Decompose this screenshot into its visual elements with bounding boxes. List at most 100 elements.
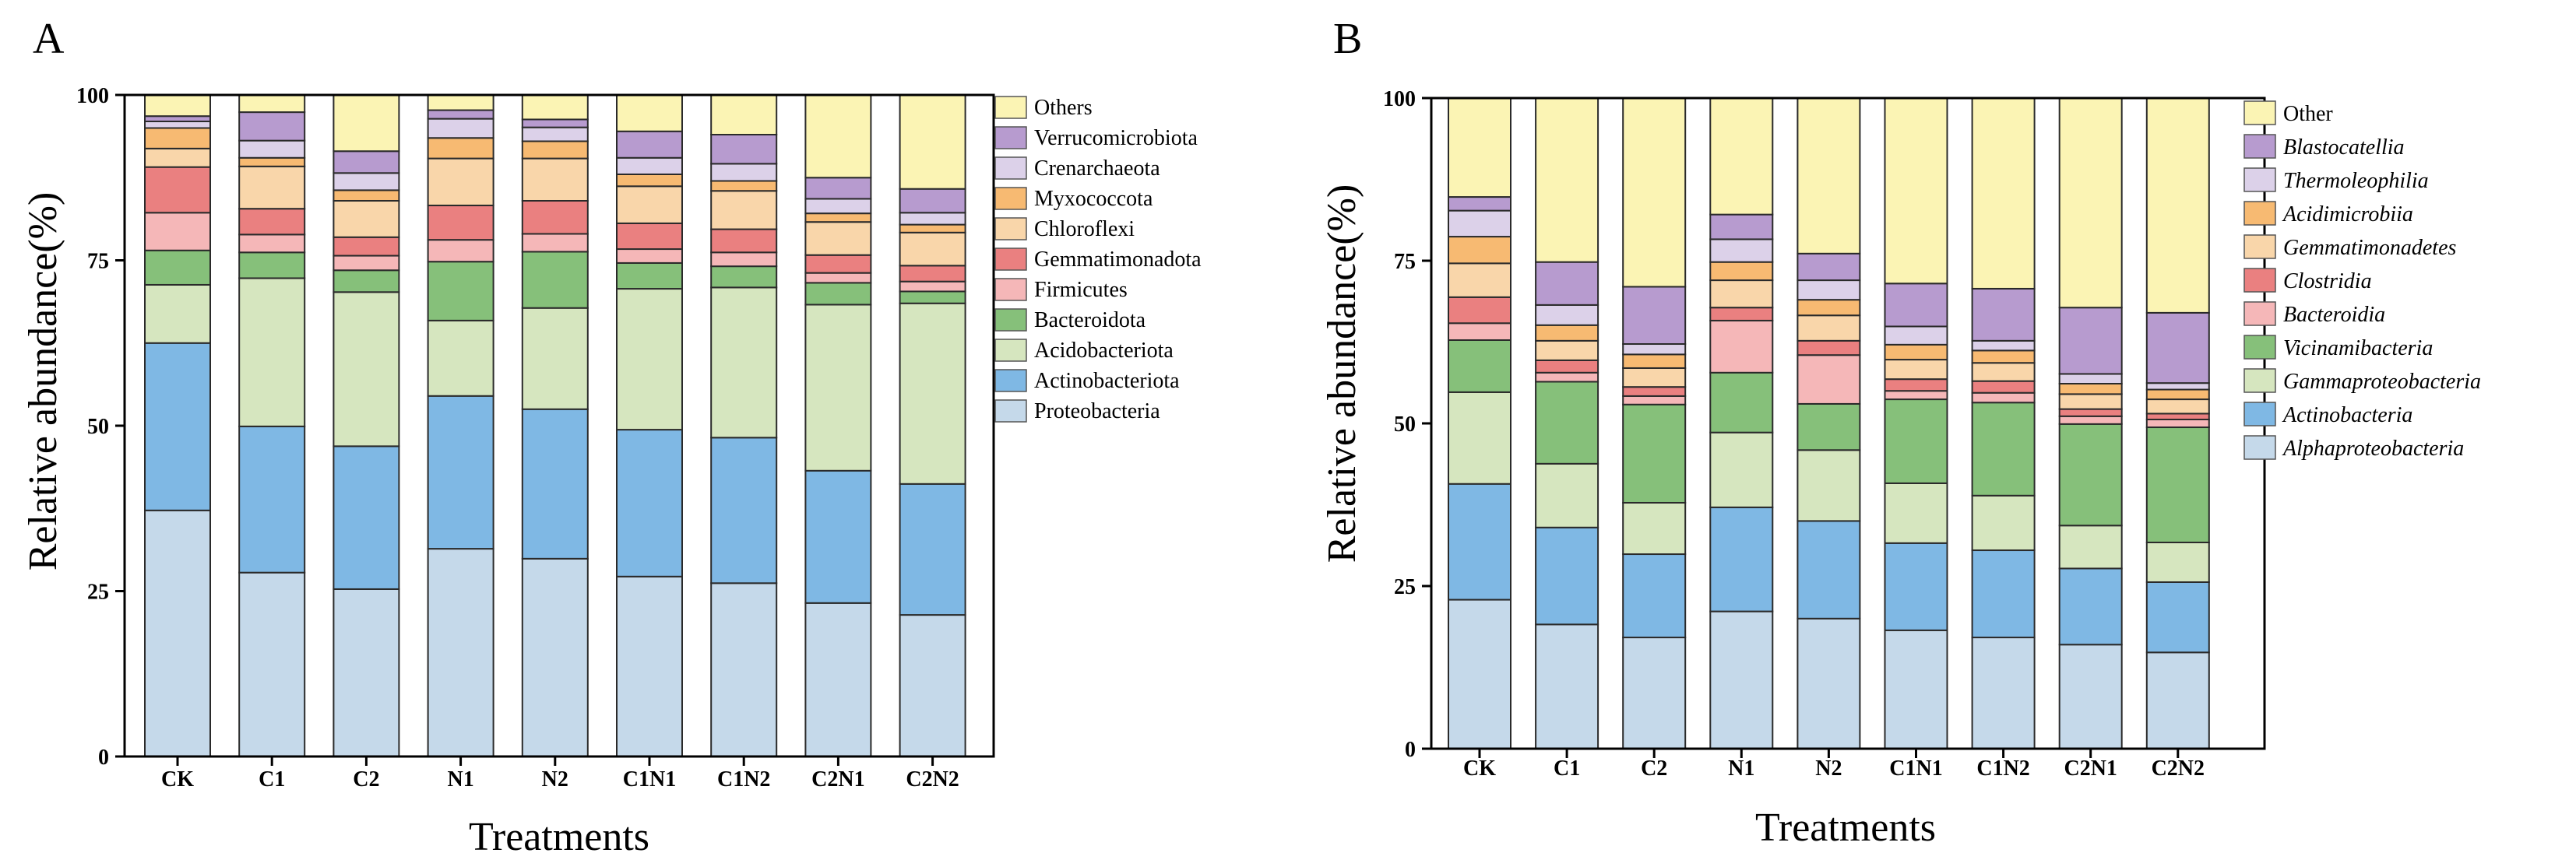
legend-label-clostridia: Clostridia bbox=[2283, 269, 2372, 293]
bar-segment-c2n2-gemmatimonadetes bbox=[2145, 398, 2210, 415]
legend-label-crenarchaeota: Crenarchaeota bbox=[1034, 156, 1160, 181]
bar-segment-ck-acidimicrobiia bbox=[1448, 236, 1511, 265]
bar-segment-c2-others bbox=[333, 94, 400, 153]
bar-segment-c2-acidobacteriota bbox=[333, 291, 400, 448]
bar-segment-c1-clostridia bbox=[1535, 359, 1599, 374]
bar-segment-c1n1-gemmatimonadota bbox=[616, 222, 683, 251]
bar-segment-c2-actinobacteriota bbox=[333, 445, 400, 590]
bar-segment-c1n2-acidobacteriota bbox=[710, 286, 778, 439]
legend-label-proteobacteria: Proteobacteria bbox=[1034, 399, 1160, 423]
bar-segment-c1-proteobacteria bbox=[238, 571, 306, 758]
bar-segment-c1n1-chloroflexi bbox=[616, 185, 683, 224]
bar-segment-c1n2-crenarchaeota bbox=[710, 163, 778, 182]
legend-swatch-bacteroidia bbox=[2243, 301, 2276, 326]
bar-segment-c2n1-acidimicrobiia bbox=[2058, 383, 2123, 395]
legend-label-bacteroidota: Bacteroidota bbox=[1034, 308, 1146, 332]
bar-segment-c1n2-myxococcota bbox=[710, 180, 778, 192]
bar-segment-n1-clostridia bbox=[1709, 307, 1774, 321]
legend-swatch-actinobacteria bbox=[2243, 402, 2276, 426]
bar-segment-c2-firmicutes bbox=[333, 254, 400, 272]
bar-segment-c1n1-vicinamibacteria bbox=[1884, 398, 1948, 484]
bar-segment-ck-actinobacteriota bbox=[144, 342, 211, 511]
x-tick-label: N1 bbox=[447, 767, 473, 792]
x-axis-title-a: Treatments bbox=[469, 815, 649, 859]
y-tick-label: 0 bbox=[98, 746, 109, 770]
bar-segment-c1n1-actinobacteria bbox=[1884, 542, 1948, 631]
bar-segment-n2-bacteroidota bbox=[521, 251, 589, 309]
legend-label-vicinamibacteria: Vicinamibacteria bbox=[2283, 336, 2433, 360]
bar-segment-c2-actinobacteria bbox=[1622, 553, 1687, 639]
bar-segment-c2n1-myxococcota bbox=[804, 212, 872, 223]
x-tick-label: N1 bbox=[1728, 756, 1754, 781]
bar-segment-n2-acidobacteriota bbox=[521, 307, 589, 410]
bar-segment-c2n2-firmicutes bbox=[899, 280, 966, 293]
bar-segment-c2n2-thermoleophilia bbox=[2145, 382, 2210, 391]
bar-segment-c1-alphaproteobacteria bbox=[1535, 623, 1599, 749]
legend-swatch-alphaproteobacteria bbox=[2243, 435, 2276, 460]
bar-segment-c1n1-gammaproteobacteria bbox=[1884, 482, 1948, 544]
bar-segment-c2n1-gemmatimonadetes bbox=[2058, 393, 2123, 410]
panel-a: A Relative abundance(%) Treatments CK C1 C… bbox=[21, 15, 1202, 859]
legend-label-other: Other bbox=[2283, 102, 2333, 126]
legend-swatch-bacteroidota bbox=[994, 308, 1027, 332]
legend-swatch-firmicutes bbox=[994, 278, 1027, 301]
x-tick-label: CK bbox=[1463, 756, 1496, 781]
bar-segment-c1-myxococcota bbox=[238, 156, 306, 167]
bar-segment-c2n1-proteobacteria bbox=[804, 602, 872, 757]
bar-segment-c1-gemmatimonadetes bbox=[1535, 339, 1599, 361]
bar-segment-n2-others bbox=[521, 94, 589, 121]
bar-segment-n1-proteobacteria bbox=[427, 548, 494, 757]
legend-swatch-actinobacteriota bbox=[994, 369, 1027, 392]
bar-segment-n2-actinobacteria bbox=[1797, 520, 1861, 620]
legend-swatch-acidimicrobiia bbox=[2243, 201, 2276, 226]
bar-segment-c1n2-blastocatellia bbox=[1971, 287, 2036, 342]
bar-segment-c1n1-clostridia bbox=[1884, 378, 1948, 392]
y-tick-label: 25 bbox=[1394, 575, 1416, 599]
bar-segment-c1n2-acidimicrobiia bbox=[1971, 349, 2036, 364]
bar-segment-ck-gemmatimonadota bbox=[144, 166, 211, 214]
bar-segment-n1-vicinamibacteria bbox=[1709, 371, 1774, 434]
bar-segment-c1n2-vicinamibacteria bbox=[1971, 402, 2036, 497]
bar-segment-c1-gammaproteobacteria bbox=[1535, 462, 1599, 528]
bar-segment-c2n1-blastocatellia bbox=[2058, 307, 2123, 375]
bar-segment-c1n1-actinobacteriota bbox=[616, 429, 683, 577]
legend-a: Others Verrucomicrobiota Crenarchaeota Myxo… bbox=[994, 96, 1202, 423]
bar-segment-n1-chloroflexi bbox=[427, 157, 494, 206]
bar-segment-c1-verrucomicrobiota bbox=[238, 111, 306, 142]
bar-segment-n2-clostridia bbox=[1797, 339, 1861, 356]
bar-segment-c1n2-actinobacteria bbox=[1971, 549, 2036, 639]
bar-segment-n2-actinobacteriota bbox=[521, 408, 589, 560]
bar-segment-n1-myxococcota bbox=[427, 137, 494, 160]
bar-segment-ck-actinobacteria bbox=[1448, 483, 1511, 601]
bar-segment-c2-bacteroidota bbox=[333, 269, 400, 293]
bar-segment-c2n2-bacteroidia bbox=[2145, 418, 2210, 429]
bar-segment-c1n2-verrucomicrobiota bbox=[710, 134, 778, 165]
x-tick-label: CK bbox=[161, 767, 194, 792]
bar-segment-c2n1-actinobacteriota bbox=[804, 469, 872, 604]
bar-segment-c2-clostridia bbox=[1622, 386, 1687, 397]
bar-segment-c2-verrucomicrobiota bbox=[333, 150, 400, 174]
legend-label-alphaproteobacteria: Alphaproteobacteria bbox=[2282, 437, 2464, 461]
bar-segment-n2-alphaproteobacteria bbox=[1797, 617, 1861, 749]
y-tick-label: 0 bbox=[1405, 738, 1416, 762]
x-axis-title-b: Treatments bbox=[1755, 806, 1936, 850]
bar-segment-n2-gammaproteobacteria bbox=[1797, 449, 1861, 522]
bar-segment-c2n1-clostridia bbox=[2058, 408, 2123, 417]
bar-segment-c2n1-actinobacteria bbox=[2058, 567, 2123, 646]
bar-segment-n2-proteobacteria bbox=[521, 557, 589, 757]
legend-b: Other Blastocatellia Thermoleophilia Acidim… bbox=[2243, 100, 2481, 461]
legend-label-gemmatimonadetes: Gemmatimonadetes bbox=[2283, 236, 2457, 260]
y-tick-label: 75 bbox=[1394, 250, 1416, 274]
bar-segment-c1n2-chloroflexi bbox=[710, 190, 778, 230]
bar-segment-c1n1-others bbox=[616, 94, 683, 132]
legend-label-verrucomicrobiota: Verrucomicrobiota bbox=[1034, 126, 1198, 150]
bar-segment-ck-thermoleophilia bbox=[1448, 209, 1511, 238]
legend-label-firmicutes: Firmicutes bbox=[1034, 278, 1128, 302]
bar-segment-c2-bacteroidia bbox=[1622, 395, 1687, 405]
bar-segment-c1n1-thermoleophilia bbox=[1884, 325, 1948, 346]
bar-segment-c1n1-bacteroidia bbox=[1884, 390, 1948, 401]
bar-segment-c2n2-crenarchaeota bbox=[899, 212, 966, 226]
legend-label-others: Others bbox=[1034, 96, 1093, 120]
bar-segment-c1n1-gemmatimonadetes bbox=[1884, 359, 1948, 381]
legend-swatch-others bbox=[994, 96, 1027, 119]
